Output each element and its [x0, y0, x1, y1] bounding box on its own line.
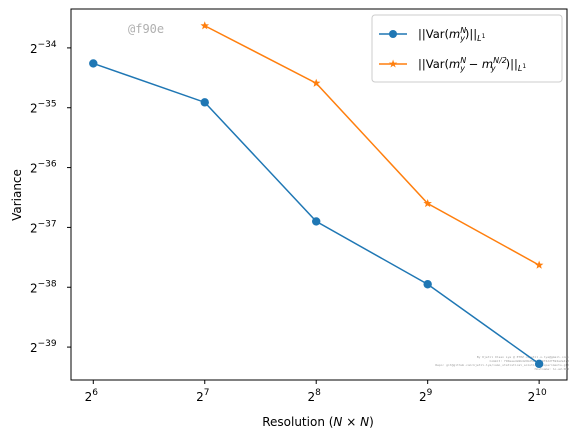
y-axis-label: Variance	[10, 169, 24, 221]
y-tick-label: 2−37	[30, 219, 57, 235]
x-axis-label-n: N	[333, 415, 342, 429]
x-tick-label: 28	[308, 388, 322, 404]
x-axis-label-times: ×	[342, 415, 360, 429]
x-axis: 26 27 28 29 210	[85, 380, 547, 404]
legend-box	[372, 15, 562, 82]
x-axis-label: Resolution (N × N)	[262, 415, 374, 429]
legend: ||Var(mN y)||L1 ★ ||Var(mN y − mN/2 y)||L1	[372, 15, 562, 82]
legend-label-series-2: ||Var(mN y − mN/2 y)||L1	[418, 56, 526, 73]
data-point	[201, 98, 209, 106]
watermark-label: @f90e	[128, 22, 164, 36]
data-point	[423, 280, 431, 288]
y-tick-label: 2−39	[30, 339, 57, 355]
x-tick-label: 29	[419, 388, 433, 404]
y-tick-label: 2−38	[30, 279, 57, 295]
data-point	[312, 217, 320, 225]
x-axis-label-n: N	[360, 415, 369, 429]
data-point	[535, 360, 543, 368]
legend-marker-star: ★	[388, 58, 398, 71]
legend-marker-circle	[389, 30, 397, 38]
x-tick-label: 26	[85, 388, 99, 404]
x-axis-label-suffix: )	[369, 415, 374, 429]
y-tick-label: 2−35	[30, 100, 57, 116]
y-tick-label: 2−36	[30, 160, 57, 176]
x-tick-label: 27	[196, 388, 209, 404]
x-axis-label-prefix: Resolution (	[262, 415, 333, 429]
y-axis: 2−34 2−35 2−36 2−37 2−38 2−39	[30, 40, 71, 355]
legend-label-series-1: ||Var(mN y)||L1	[418, 26, 486, 43]
x-tick-label: 210	[528, 388, 547, 404]
y-tick-label: 2−34	[30, 40, 57, 56]
data-point	[89, 59, 97, 67]
